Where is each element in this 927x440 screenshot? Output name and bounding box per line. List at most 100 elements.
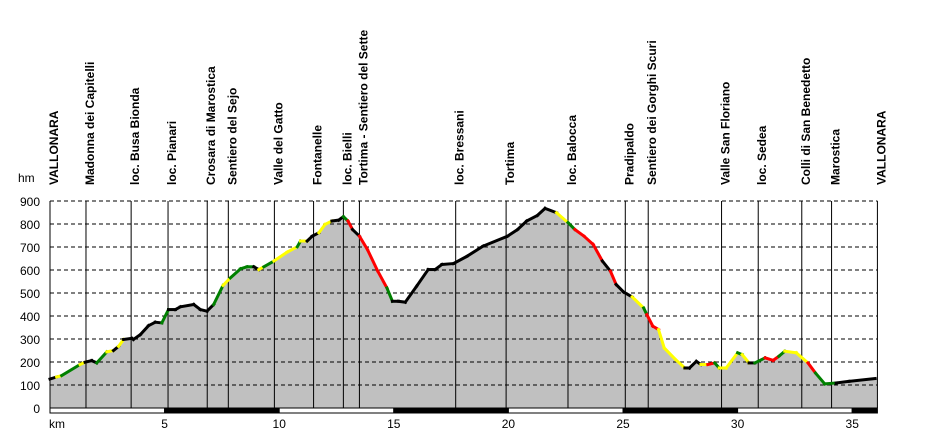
waypoint-label: Valle San Floriano	[719, 82, 733, 185]
profile-segment	[138, 323, 151, 337]
waypoint-label: Sentiero dei Gorghi Scuri	[645, 40, 659, 185]
profile-segment	[384, 285, 395, 304]
profile-segment	[515, 218, 529, 232]
profile-segment	[823, 381, 838, 386]
km-scale-segment	[393, 407, 509, 414]
profile-segment	[608, 269, 619, 287]
profile-segment	[535, 206, 548, 218]
profile-segment	[451, 254, 470, 266]
profile-segment	[505, 227, 520, 239]
x-tick-label: 25	[616, 417, 630, 431]
waypoint-label: VALLONARA	[47, 110, 61, 185]
profile-segment	[591, 242, 605, 264]
waypoint-label: Madonna dei Capitelli	[83, 62, 97, 185]
x-tick-label: 20	[502, 417, 516, 431]
km-scale-segment	[622, 407, 739, 414]
waypoint-labels: VALLONARA Madonna dei Capitelli loc. Busa …	[47, 30, 888, 185]
profile-segment	[543, 206, 559, 215]
waypoint-label: loc. Balocca	[565, 115, 579, 185]
profile-segment	[614, 282, 626, 295]
waypoint-label: loc. Bielli	[340, 132, 354, 185]
profile-segment	[345, 218, 355, 232]
profile-fill	[50, 208, 878, 408]
km-scale-segment	[49, 407, 166, 414]
profile-segment	[228, 266, 243, 280]
x-tick-label: 30	[731, 417, 745, 431]
km-scale-segment	[737, 407, 853, 414]
y-tick-label: 100	[20, 379, 40, 393]
km-scale-segment	[507, 407, 624, 414]
profile-segment	[813, 370, 827, 386]
waypoint-label: loc. Sedea	[755, 125, 769, 185]
profile-segment	[375, 269, 389, 290]
profile-line	[48, 206, 877, 386]
profile-segment	[285, 244, 300, 255]
profile-segment	[465, 244, 486, 259]
profile-segment	[794, 350, 811, 366]
waypoint-label: Marostica	[829, 129, 843, 185]
profile-segment	[656, 327, 667, 350]
profile-segment	[481, 234, 510, 249]
profile-segment	[261, 258, 276, 269]
grid-lines	[50, 200, 878, 386]
y-tick-label: 800	[20, 218, 40, 232]
profile-segment	[783, 349, 798, 355]
y-tick-label: 700	[20, 241, 40, 255]
profile-segment	[94, 349, 109, 366]
profile-segment	[565, 220, 577, 232]
waypoint-label: Valle del Gatto	[271, 102, 285, 185]
waypoint-lines	[49, 201, 878, 408]
profile-segment	[805, 360, 818, 376]
y-tick-label: 200	[20, 356, 40, 370]
profile-area	[50, 208, 878, 408]
y-tick-label: 0	[33, 402, 40, 416]
profile-segment	[271, 249, 290, 264]
profile-segment	[621, 290, 635, 299]
profile-segment	[316, 222, 328, 235]
profile-segment	[673, 357, 688, 371]
profile-segment	[581, 234, 596, 247]
waypoint-label: Fontanelle	[311, 125, 325, 185]
profile-segment	[724, 350, 740, 371]
y-tick-label: 300	[20, 333, 40, 347]
waypoint-label: loc. Pianari	[165, 121, 179, 185]
profile-segment	[403, 284, 419, 305]
profile-segment	[357, 234, 370, 252]
profile-segment	[440, 261, 456, 267]
profile-segment	[847, 376, 877, 383]
profile-segment	[644, 312, 655, 329]
x-tick-label: 5	[161, 417, 168, 431]
x-axis-label: km	[49, 417, 65, 431]
x-tick-label: 35	[846, 417, 860, 431]
profile-segment	[600, 258, 613, 274]
y-tick-label: 500	[20, 287, 40, 301]
profile-segment	[834, 379, 851, 385]
profile-segment	[687, 359, 699, 371]
waypoint-label: Sentiero del Sejo	[225, 88, 239, 185]
profile-segment	[350, 227, 362, 239]
profile-segment	[572, 227, 587, 239]
waypoint-label: loc. Busa Bionda	[128, 87, 142, 185]
waypoint-label: loc. Bressani	[453, 110, 467, 185]
y-tick-label: 400	[20, 310, 40, 324]
waypoint-label: Pradipaldo	[622, 123, 636, 185]
waypoint-label: Crosara di Marostica	[204, 66, 218, 185]
waypoint-label: Tortima - Sentiero del Sette	[356, 30, 370, 185]
profile-segment	[220, 275, 233, 288]
x-tick-label: 10	[273, 417, 287, 431]
y-tick-label: 900	[20, 195, 40, 209]
profile-segment	[159, 307, 171, 325]
km-scale-segment	[278, 407, 395, 414]
profile-segment	[414, 267, 431, 289]
profile-segment	[211, 283, 226, 307]
km-scale-segment	[164, 407, 280, 414]
profile-segment	[178, 302, 196, 309]
waypoint-label: VALLONARA	[874, 110, 888, 185]
profile-segment	[524, 213, 540, 224]
y-axis-label: hm	[18, 171, 35, 185]
km-scale-segment	[851, 407, 878, 414]
waypoint-label: Tortima	[503, 142, 517, 185]
profile-segment	[554, 210, 571, 225]
y-tick-label: 600	[20, 264, 40, 278]
